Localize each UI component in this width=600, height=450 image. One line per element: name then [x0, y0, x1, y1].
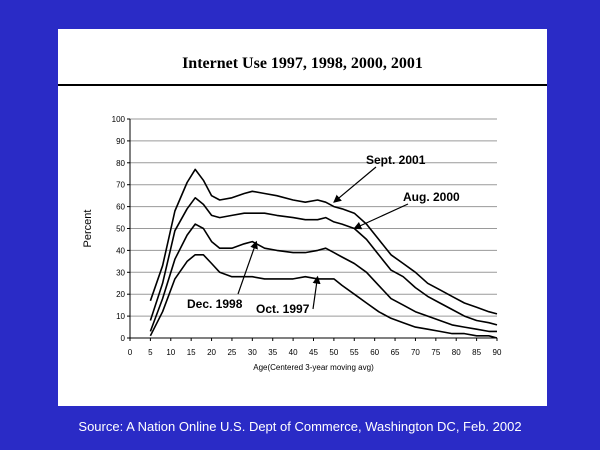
- y-tick-label: 70: [116, 181, 125, 190]
- y-tick-label: 0: [121, 334, 126, 343]
- y-tick-label: 20: [116, 290, 125, 299]
- x-tick-label: 85: [472, 348, 481, 357]
- callout-label: Oct. 1997: [256, 302, 310, 316]
- series-line-sept-2001: [149, 168, 498, 315]
- x-tick-label: 50: [329, 348, 338, 357]
- x-tick-label: 35: [268, 348, 277, 357]
- y-tick-label: 60: [116, 203, 125, 212]
- y-tick-label: 10: [116, 312, 125, 321]
- title-divider: [58, 84, 547, 86]
- callout-arrow: [333, 166, 377, 203]
- callout-label: Sept. 2001: [366, 153, 426, 167]
- x-tick-label: 90: [493, 348, 502, 357]
- x-tick-label: 40: [289, 348, 298, 357]
- x-axis-title: Age(Centered 3-year moving avg): [253, 363, 374, 372]
- x-tick-label: 60: [370, 348, 379, 357]
- x-tick-label: 65: [391, 348, 400, 357]
- y-tick-label: 80: [116, 159, 125, 168]
- x-tick-label: 15: [187, 348, 196, 357]
- source-caption: Source: A Nation Online U.S. Dept of Com…: [78, 419, 522, 434]
- callout-arrow: [237, 240, 258, 295]
- x-tick-label: 30: [248, 348, 257, 357]
- series-line-aug-2000: [149, 197, 498, 326]
- callout-arrow: [353, 203, 409, 230]
- y-axis-title: Percent: [82, 210, 94, 248]
- x-tick-label: 5: [148, 348, 153, 357]
- callout-label: Dec. 1998: [187, 297, 243, 311]
- callout-label: Aug. 2000: [403, 190, 460, 204]
- series-line-oct-1997: [149, 254, 498, 339]
- callout-arrow: [312, 275, 321, 310]
- y-tick-label: 50: [116, 225, 125, 234]
- x-tick-label: 25: [227, 348, 236, 357]
- x-tick-label: 55: [350, 348, 359, 357]
- x-tick-label: 45: [309, 348, 318, 357]
- chart-plot: 0 10 20 30 40 50 60 70 80 90 100 0 5 10 15 20 25 30 35 40 45…: [82, 115, 502, 372]
- y-tick-label: 100: [112, 115, 126, 124]
- y-tick-label: 90: [116, 137, 125, 146]
- y-tick-label: 30: [116, 268, 125, 277]
- x-tick-label: 70: [411, 348, 420, 357]
- x-tick-label: 20: [207, 348, 216, 357]
- x-tick-label: 10: [166, 348, 175, 357]
- x-tick-label: 0: [128, 348, 133, 357]
- y-tick-label: 40: [116, 246, 125, 255]
- slide-panel: Internet Use 1997, 1998, 2000, 2001 0 10 2…: [58, 29, 547, 406]
- series-line-dec-1998: [149, 223, 497, 333]
- x-tick-label: 80: [452, 348, 461, 357]
- x-tick-label: 75: [431, 348, 440, 357]
- chart-title: Internet Use 1997, 1998, 2000, 2001: [182, 55, 423, 72]
